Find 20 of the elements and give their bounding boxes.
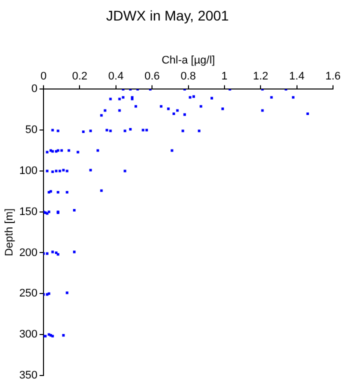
x-tick-label: 1.6 — [325, 70, 341, 83]
chart-title: JDWX in May, 2001 — [106, 7, 230, 24]
x-tick-label: 0 — [40, 70, 47, 83]
x-tick-label: 1 — [221, 70, 228, 83]
x-tick-label: 0.6 — [144, 70, 160, 83]
x-tick-label: 1.4 — [289, 70, 304, 83]
y-tick-label: 0 — [31, 83, 38, 96]
y-tick-label: 300 — [19, 328, 38, 341]
y-tick-label: 250 — [19, 288, 38, 300]
x-tick-label: 0.4 — [108, 70, 124, 83]
y-tick-label: 50 — [25, 124, 38, 136]
y-tick-label: 150 — [19, 206, 38, 218]
x-tick-label: 0.8 — [180, 70, 196, 83]
x-axis-title: Chl-a [µg/l] — [162, 54, 215, 66]
y-tick-label: 200 — [19, 246, 38, 259]
y-tick-label: 100 — [19, 165, 38, 178]
x-tick-label: 1.2 — [252, 70, 268, 83]
y-axis-title: Depth [m] — [4, 208, 16, 256]
y-tick-label: 350 — [19, 369, 38, 382]
x-tick-label: 0.2 — [72, 70, 88, 83]
